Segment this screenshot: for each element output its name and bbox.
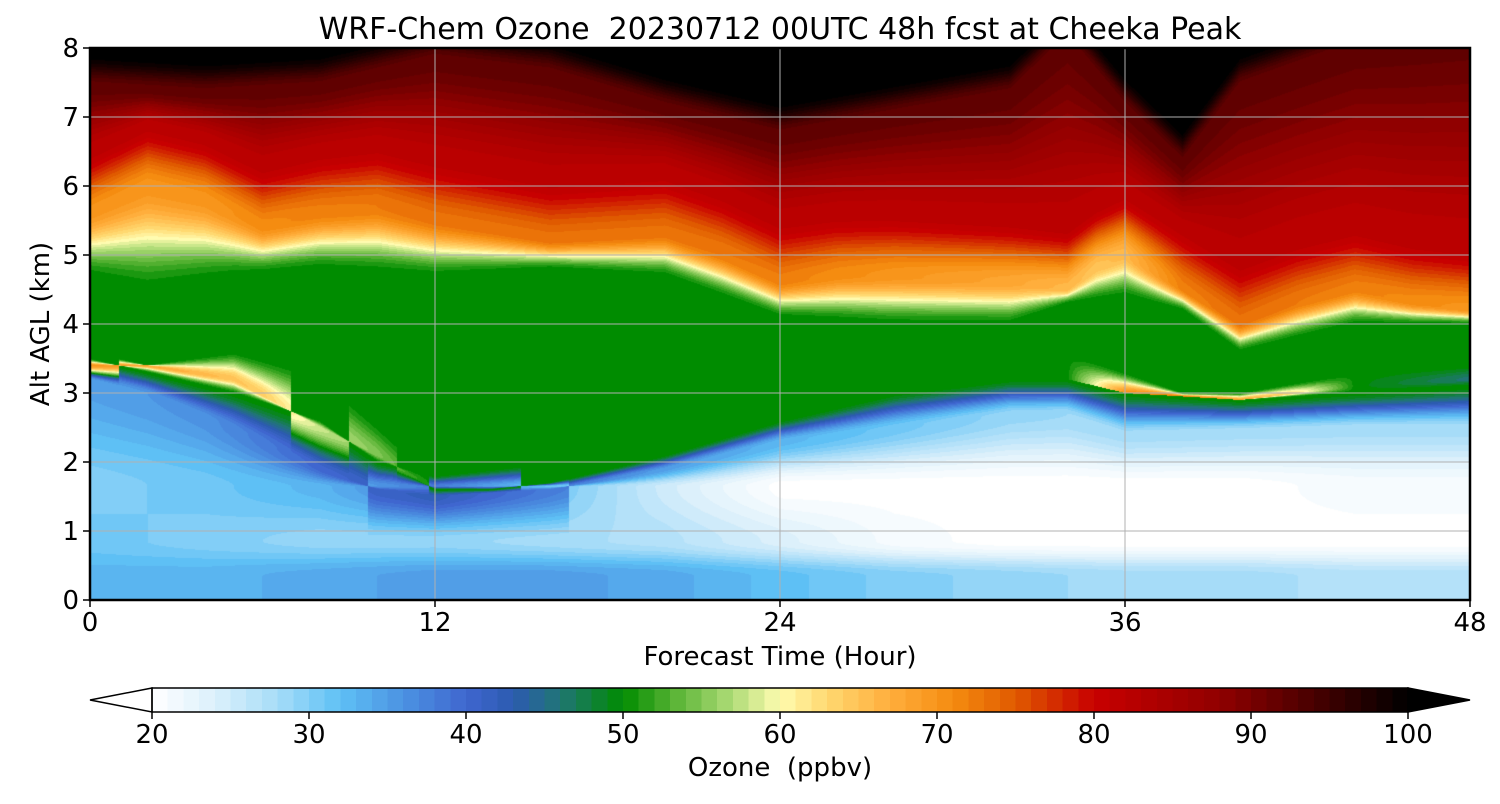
- y-tick-label: 2: [62, 448, 79, 478]
- colorbar-tick-label: 100: [1383, 720, 1433, 750]
- colorbar-tick-label: 40: [449, 720, 482, 750]
- colorbar-gradient: [152, 688, 1408, 712]
- x-tick-label: 36: [1108, 608, 1141, 638]
- x-axis-label: Forecast Time (Hour): [643, 642, 916, 672]
- x-tick-label: 0: [82, 608, 99, 638]
- y-tick-label: 1: [62, 517, 79, 547]
- colorbar-tick-label: 90: [1234, 720, 1267, 750]
- colorbar-tick-label: 50: [606, 720, 639, 750]
- y-tick-label: 6: [62, 172, 79, 202]
- colorbar-tick-label: 80: [1077, 720, 1110, 750]
- y-tick-label: 8: [62, 34, 79, 64]
- colorbar-ticks: 20 30 40 50 60 70 80 90 100: [135, 712, 1433, 750]
- x-tick-label: 48: [1453, 608, 1486, 638]
- x-tick-label: 12: [418, 608, 451, 638]
- y-tick-label: 7: [62, 103, 79, 133]
- colorbar: 20 30 40 50 60 70 80 90 100 Ozone (ppbv): [89, 687, 1471, 783]
- y-tick-label: 3: [62, 379, 79, 409]
- colorbar-tick-label: 70: [920, 720, 953, 750]
- colorbar-tick-label: 30: [292, 720, 325, 750]
- y-axis-label: Alt AGL (km): [26, 242, 56, 406]
- colorbar-label: Ozone (ppbv): [688, 753, 872, 783]
- y-tick-label: 4: [62, 310, 79, 340]
- chart-title: WRF-Chem Ozone 20230712 00UTC 48h fcst a…: [319, 12, 1242, 47]
- plot-grid: [90, 48, 1470, 600]
- x-tick-label: 24: [763, 608, 796, 638]
- colorbar-extend-low: [89, 687, 153, 713]
- colorbar-extend-high: [1407, 687, 1471, 713]
- y-tick-label: 5: [62, 241, 79, 271]
- y-tick-label: 0: [62, 586, 79, 616]
- colorbar-tick-label: 20: [135, 720, 168, 750]
- colorbar-tick-label: 60: [763, 720, 796, 750]
